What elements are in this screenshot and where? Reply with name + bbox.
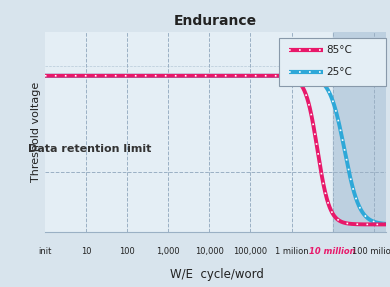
Text: 100 milion: 100 milion <box>352 247 390 255</box>
Title: Endurance: Endurance <box>174 13 257 28</box>
Y-axis label: Threshold voltage: Threshold voltage <box>31 82 41 182</box>
Text: 100: 100 <box>119 247 135 255</box>
Text: 1 milion: 1 milion <box>275 247 308 255</box>
Text: 100,000: 100,000 <box>233 247 268 255</box>
Text: 85°C: 85°C <box>326 45 352 55</box>
Text: 10,000: 10,000 <box>195 247 224 255</box>
Text: W/E  cycle/word: W/E cycle/word <box>170 268 263 281</box>
Text: Data retention limit: Data retention limit <box>28 144 151 154</box>
Text: init: init <box>38 247 51 255</box>
Text: 10: 10 <box>81 247 91 255</box>
Text: 10 million: 10 million <box>309 247 356 255</box>
FancyBboxPatch shape <box>278 38 386 86</box>
Text: 25°C: 25°C <box>326 67 352 77</box>
Text: 1,000: 1,000 <box>156 247 180 255</box>
